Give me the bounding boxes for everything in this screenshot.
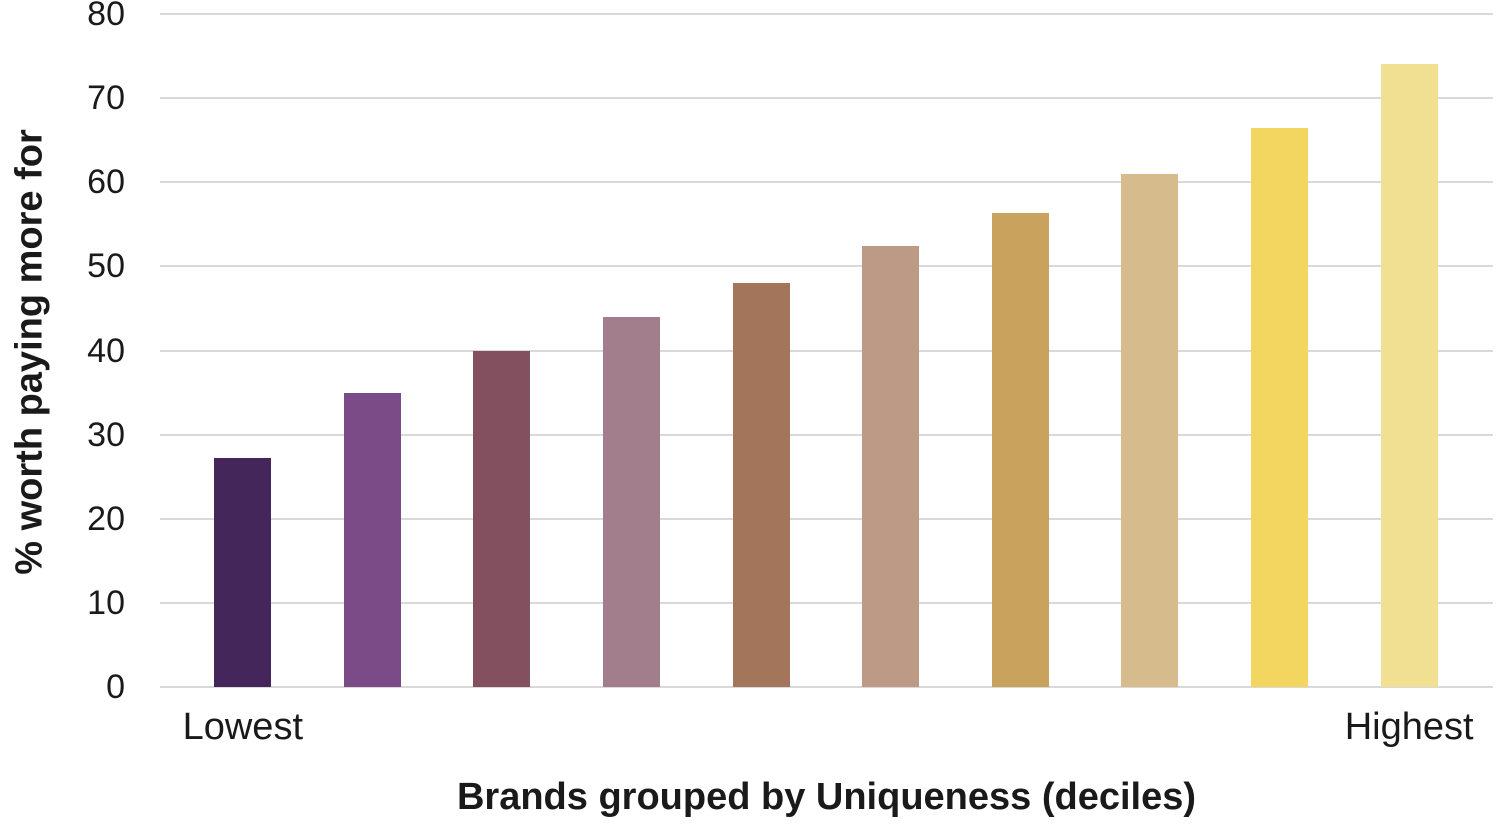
bar-decile-8 — [1121, 173, 1179, 687]
x-label-5 — [696, 706, 826, 750]
bar-slot-7 — [956, 14, 1086, 687]
bar-decile-1 — [214, 458, 272, 687]
y-tick-label-40: 40 — [87, 331, 125, 370]
x-label-6 — [826, 706, 956, 750]
y-tick-label-70: 70 — [87, 79, 125, 118]
gridline-20 — [160, 517, 1493, 520]
y-axis-tick-labels: 0 10 20 30 40 50 60 70 80 — [0, 0, 125, 704]
x-axis-title: Brands grouped by Uniqueness (deciles) — [456, 776, 1197, 818]
gridline-80 — [160, 13, 1493, 15]
x-label-7 — [956, 706, 1086, 750]
y-tick-label-30: 30 — [87, 415, 125, 454]
bar-slot-6 — [826, 14, 956, 687]
x-label-1-lowest: Lowest — [182, 706, 303, 748]
bar-decile-7 — [991, 212, 1049, 687]
bar-decile-2 — [343, 392, 401, 687]
gridline-40 — [160, 349, 1493, 352]
y-tick-label-0: 0 — [106, 668, 125, 706]
y-tick-label-20: 20 — [87, 499, 125, 538]
bar-decile-5 — [732, 283, 790, 687]
bar-slot-4 — [567, 14, 697, 687]
gridline-70 — [160, 97, 1493, 100]
bar-decile-4 — [603, 316, 661, 687]
x-label-10-highest: Highest — [1344, 706, 1474, 748]
bar-slot-1 — [178, 14, 308, 687]
x-label-2 — [308, 706, 438, 750]
bar-decile-6 — [862, 246, 920, 687]
x-label-4 — [567, 706, 697, 750]
gridline-30 — [160, 433, 1493, 436]
y-tick-label-50: 50 — [87, 247, 125, 286]
gridline-0 — [160, 686, 1493, 688]
bar-decile-9 — [1251, 128, 1309, 687]
gridline-10 — [160, 601, 1493, 604]
x-axis-end-labels: Lowest Highest — [178, 706, 1474, 750]
bar-slot-3 — [437, 14, 567, 687]
bar-slot-2 — [308, 14, 438, 687]
y-tick-label-60: 60 — [87, 163, 125, 202]
bar-decile-3 — [473, 350, 531, 687]
y-tick-label-80: 80 — [87, 0, 125, 33]
y-tick-label-10: 10 — [87, 583, 125, 622]
gridline-60 — [160, 181, 1493, 184]
bar-slot-10 — [1344, 14, 1474, 687]
bar-decile-10 — [1380, 64, 1438, 687]
bar-slot-5 — [696, 14, 826, 687]
gridline-50 — [160, 265, 1493, 268]
x-label-3 — [437, 706, 567, 750]
plot-area — [160, 13, 1493, 688]
bar-slot-8 — [1085, 14, 1215, 687]
x-label-8 — [1085, 706, 1215, 750]
bars-container — [178, 14, 1474, 687]
bar-slot-9 — [1215, 14, 1345, 687]
x-label-9 — [1215, 706, 1345, 750]
